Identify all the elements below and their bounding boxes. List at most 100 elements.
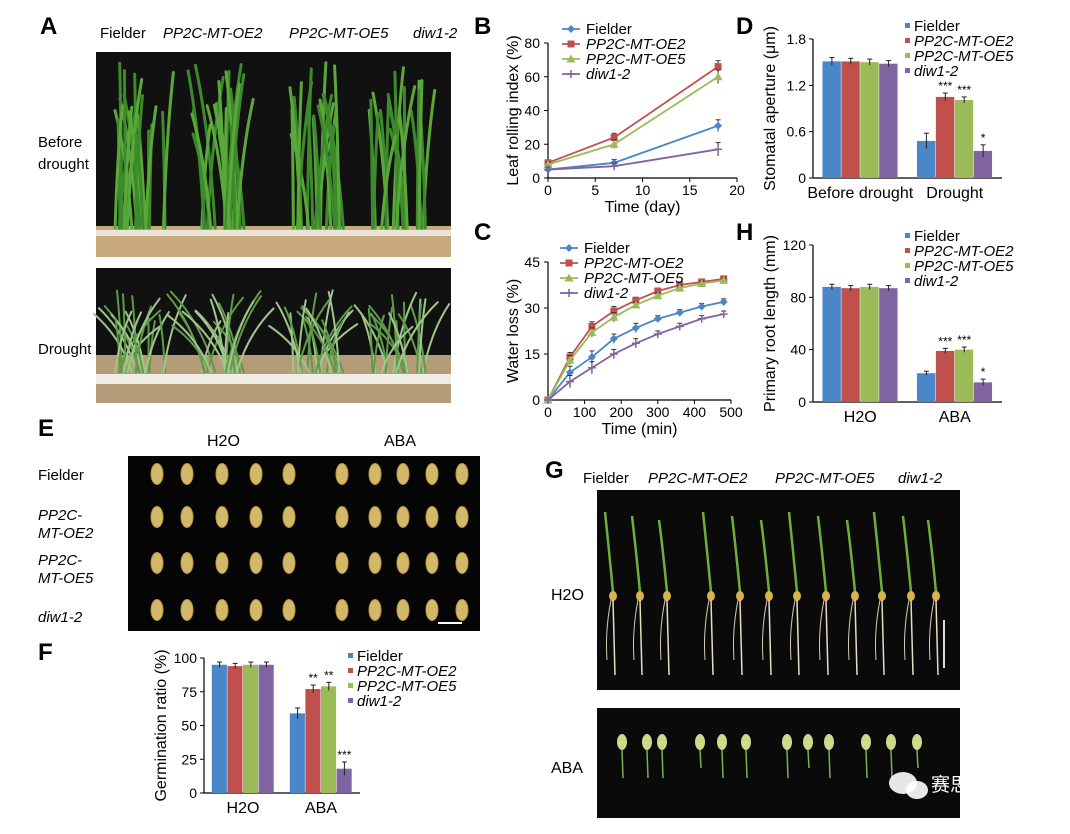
leaf xyxy=(301,317,314,373)
seedling-head xyxy=(657,734,667,750)
seed xyxy=(335,463,349,485)
row-label-fielder-e: Fielder xyxy=(38,467,84,484)
data-point xyxy=(609,312,619,321)
row-label-oe5-e-2: MT-OE5 xyxy=(38,570,94,587)
significance-mark: *** xyxy=(957,333,971,347)
seed xyxy=(707,591,715,601)
leaf xyxy=(116,118,122,230)
root xyxy=(661,749,664,779)
bar-1 xyxy=(935,96,955,178)
y-tick-label: 0 xyxy=(798,170,806,186)
legend-label: PP2C-MT-OE2 xyxy=(586,36,686,53)
y-axis-label: Water loss (%) xyxy=(505,279,522,383)
x-tick-label: 5 xyxy=(591,182,599,198)
seed xyxy=(150,463,164,485)
leaf xyxy=(380,134,397,230)
legend-label: PP2C-MT-OE5 xyxy=(357,678,457,695)
legend-label: PP2C-MT-OE2 xyxy=(584,255,684,272)
seed xyxy=(180,506,194,528)
legend-label: PP2C-MT-OE5 xyxy=(914,48,1014,65)
legend-swatch xyxy=(348,653,353,658)
legend-label: Fielder xyxy=(584,240,630,257)
panel-label-c: C xyxy=(474,219,491,246)
root-lateral xyxy=(848,599,854,661)
root xyxy=(916,749,919,769)
legend-marker xyxy=(565,244,573,252)
leaf xyxy=(268,324,310,373)
data-point xyxy=(565,355,575,364)
seedling-head xyxy=(717,734,727,750)
seedlings-drought xyxy=(93,289,451,373)
seedling-head xyxy=(803,734,813,750)
leaf xyxy=(314,93,334,230)
seed xyxy=(396,552,410,574)
seedling-head xyxy=(617,734,627,750)
root-lateral xyxy=(904,599,910,661)
watermark-chat-icon-2 xyxy=(906,781,928,799)
y-tick-label: 15 xyxy=(524,346,540,362)
root xyxy=(612,599,616,676)
row-label-diw-e: diw1-2 xyxy=(38,609,83,626)
y-tick-label: 40 xyxy=(790,342,806,358)
significance-mark: *** xyxy=(938,79,952,93)
leaf xyxy=(305,307,332,373)
legend-label: PP2C-MT-OE5 xyxy=(914,258,1014,275)
leaf xyxy=(296,299,331,373)
series-line-1 xyxy=(547,65,719,164)
leaf xyxy=(416,303,422,373)
legend-swatch xyxy=(905,38,910,43)
y-tick-label: 0 xyxy=(532,392,540,408)
data-point xyxy=(714,63,722,71)
seed xyxy=(455,463,469,485)
leaf xyxy=(235,97,255,230)
x-axis-label: Time (min) xyxy=(602,421,678,438)
y-tick-label: 0 xyxy=(798,394,806,410)
legend-label: PP2C-MT-OE5 xyxy=(586,51,686,68)
data-point xyxy=(653,291,663,300)
seedling-photo-aba xyxy=(597,708,960,818)
x-tick-label: H2O xyxy=(844,409,877,426)
bar-3 xyxy=(973,382,993,402)
leaf xyxy=(126,325,144,373)
legend-label: Fielder xyxy=(586,21,632,38)
row-label-oe5-e-1: PP2C- xyxy=(38,552,82,569)
root xyxy=(828,749,831,779)
x-tick-label: 300 xyxy=(646,404,670,420)
leaf xyxy=(392,291,418,373)
seed xyxy=(425,552,439,574)
y-tick-label: 1.2 xyxy=(787,77,807,93)
seed xyxy=(736,591,744,601)
tray-rim-drought xyxy=(96,374,451,384)
leaf xyxy=(235,307,275,373)
leaf xyxy=(316,104,337,230)
leaf xyxy=(380,325,414,373)
root xyxy=(739,599,743,676)
shoot xyxy=(901,515,913,593)
seed xyxy=(455,599,469,621)
legend-swatch xyxy=(905,233,910,238)
y-tick-label: 0 xyxy=(532,170,540,186)
chart-b: 0 5 10 15 20 0 20 40 60 80 Time (day) Leaf rolling … xyxy=(505,21,745,216)
y-tick-label: 30 xyxy=(524,300,540,316)
seedling-head xyxy=(824,734,834,750)
legend-marker xyxy=(566,54,576,63)
seed xyxy=(932,591,940,601)
genotype-label-oe2-g: PP2C-MT-OE2 xyxy=(648,470,748,487)
x-tick-label: 20 xyxy=(729,182,745,198)
seed xyxy=(180,552,194,574)
leaf xyxy=(296,299,307,373)
leaf xyxy=(113,104,124,230)
data-point xyxy=(610,134,618,141)
y-tick-label: 60 xyxy=(524,69,540,85)
leaf xyxy=(115,289,123,373)
shoot xyxy=(787,511,799,593)
data-point xyxy=(609,139,619,148)
root xyxy=(796,599,800,676)
y-axis-label: Stomatal aperture (μm) xyxy=(762,26,779,191)
root xyxy=(890,749,893,779)
seedling-head xyxy=(642,734,652,750)
data-point xyxy=(631,323,640,332)
seed xyxy=(180,599,194,621)
